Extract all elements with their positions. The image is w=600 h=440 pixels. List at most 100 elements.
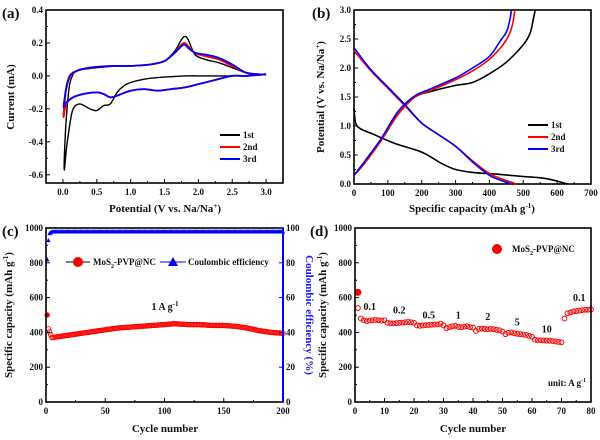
rate-point [499,328,506,335]
rate-point [405,319,412,325]
rate-point [570,308,577,315]
y-tick-label: 1.0 [340,121,352,131]
rate-label: 0.1 [364,302,377,313]
y-tick-label: 0.5 [340,150,352,160]
y-tick-label: -0.2 [29,104,44,114]
rate-point [384,319,391,326]
rate-point [443,325,450,331]
y2-tick-label: 40 [286,327,296,337]
plot-frame [354,227,592,403]
rate-point [449,323,456,330]
rate-label: 10 [542,324,552,335]
y-tick-label: 800 [339,258,353,268]
rate-point [458,324,465,331]
rate-point [555,339,562,345]
gcd-discharge-1st [353,108,568,185]
x-tick-label: 2.0 [193,187,205,197]
rate-point [476,326,482,332]
x-tick-label: 20 [410,406,420,416]
panel-d-xlabel: Cycle number [440,423,506,435]
y2-tick-label: 0 [286,397,291,407]
legend-2nd-text: 2nd [551,132,566,142]
rate-point [411,319,417,326]
x-tick-label: 60 [528,406,538,416]
panel-b-label: (b) [312,6,330,22]
rate-point [537,337,544,344]
rate-point [402,319,409,326]
rate-point [417,322,423,329]
panel-d-ylabel: Specific capacity (mAh g-1) [316,252,329,378]
legend-ce-marker [168,257,178,266]
rate-point [387,320,394,327]
x-tick-label: 70 [557,406,567,416]
rate-point [582,306,588,313]
panel-b-plot-area: 0 100 200 300 400 500 600 700 0.0 0.5 1.0 1.5 2.0 2.5… [340,5,599,198]
legend-capacity-text: MoS2-PVP@NC [93,257,156,270]
panel-c-xlabel: Cycle number [132,423,198,435]
rate-label: 5 [515,317,520,328]
panel-a-label: (a) [2,6,20,22]
panel-c-ylabel: Specific capacity (mAh g-1) [2,252,15,378]
cv-series-3rd [62,43,267,109]
rate-point [487,326,494,332]
rate-point [505,329,512,336]
rate-point [366,317,373,324]
rate-point [511,330,518,337]
plot-frame [353,9,592,185]
rate-point [561,315,568,322]
rate-point [355,305,361,311]
legend-2nd-text: 2nd [243,142,258,152]
x-tick-label: 1.0 [125,187,137,197]
rate-point [567,309,574,316]
rate-point [467,324,473,331]
legend-capacity-marker [492,244,502,254]
panel-d-label: (d) [310,224,328,240]
panel-a-xlabel: Potential (V vs. Na/Na+) [109,202,221,215]
rate-point [573,308,580,315]
x-tick-label: 100 [381,188,395,198]
x-tick-label: 0.0 [57,187,69,197]
y-tick-label: -0.6 [29,170,44,180]
rate-point [535,337,541,344]
rate-point [358,315,364,322]
rate-label: 0.2 [393,305,406,316]
x-tick-label: 50 [101,406,111,416]
legend-3rd-text: 3rd [243,154,257,164]
y-tick-label: 200 [339,362,353,372]
y-tick-label: 2.0 [340,63,352,73]
rate-point [481,326,488,332]
rate-point [396,319,403,326]
plot-frame [45,227,284,403]
rate-point [455,323,462,330]
rate-point [493,326,500,333]
legend-1st-text: 1st [551,120,562,130]
rate-point [546,337,553,344]
rate-point [408,319,414,326]
x-tick-label: 100 [158,406,172,416]
y-tick-label: 0 [348,397,353,407]
y2-tick-label: 20 [286,362,296,372]
panel-a-ylabel: Current (mA) [5,64,17,130]
rate-point [532,336,538,343]
rate-label: 0.5 [423,310,436,321]
rate-point [393,320,400,327]
x-tick-label: 3.0 [260,187,272,197]
y-tick-label: 1000 [25,223,44,233]
ce-point [46,237,51,243]
panel-b-charge-discharge: (b) 0 100 200 300 400 500 600 700 0.0 0.5 1.0 1.5 2.… [312,5,598,215]
x-tick-label: 50 [498,406,508,416]
rate-point [543,337,550,344]
y-tick-label: 0.4 [32,5,44,15]
y2-tick-label: 60 [286,293,296,303]
cv-series-1st [63,35,267,171]
panel-c-label: (c) [2,224,19,240]
y-tick-label: 0.0 [340,179,352,189]
rate-point [496,327,503,334]
y-tick-label: 400 [30,327,44,337]
rate-point [399,319,406,326]
rate-point [369,317,376,324]
capacity-point [46,329,53,335]
rate-point [375,317,382,324]
rate-point [434,321,441,328]
